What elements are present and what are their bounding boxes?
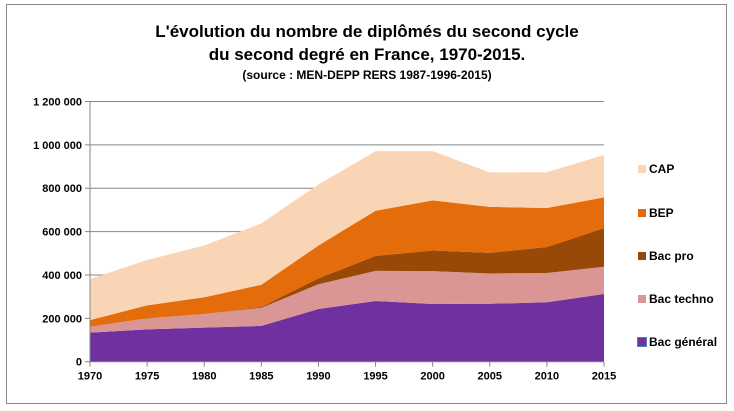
x-tick-label: 1975 [135, 371, 159, 383]
y-tick-label: 1 000 000 [33, 140, 82, 152]
chart-title-line2: du second degré en France, 1970-2015. [208, 45, 526, 64]
legend-label: CAP [649, 162, 675, 176]
legend-label: BEP [649, 206, 674, 220]
x-tick-label: 1990 [306, 371, 330, 383]
x-tick-label: 2000 [420, 371, 444, 383]
x-tick-label: 2010 [535, 371, 559, 383]
area-bac-g-n-ral [90, 294, 604, 362]
y-tick-label: 400 000 [42, 270, 82, 282]
x-tick-label: 2015 [592, 371, 616, 383]
legend-item: BEP [638, 206, 674, 220]
y-tick-label: 600 000 [42, 227, 82, 239]
area-cap [90, 151, 604, 321]
area-bac-techno [90, 266, 604, 333]
area-bac-pro [90, 228, 604, 327]
chart-title: L'évolution du nombre de diplômés du sec… [155, 22, 579, 41]
x-tick-label: 1985 [249, 371, 273, 383]
legend-item: Bac pro [638, 249, 694, 263]
x-tick-label: 1980 [192, 371, 216, 383]
legend-label: Bac techno [649, 292, 714, 306]
legend-item: Bac techno [638, 292, 714, 306]
chart-frame [6, 4, 727, 404]
x-tick-label: 1970 [78, 371, 102, 383]
legend-item: CAP [638, 162, 674, 176]
y-tick-label: 1 200 000 [33, 97, 82, 109]
y-tick-label: 200 000 [42, 313, 82, 325]
y-tick-label: 800 000 [42, 183, 82, 195]
chart-subtitle: (source : MEN-DEPP RERS 1987-1996-2015) [242, 68, 492, 82]
y-tick-label: 0 [76, 357, 82, 369]
x-tick-label: 2005 [478, 371, 502, 383]
legend-item: Bac général [637, 335, 718, 349]
legend-swatch [638, 165, 646, 173]
legend-swatch [638, 295, 646, 303]
area-bep [90, 197, 604, 327]
legend-swatch [637, 337, 647, 347]
legend-swatch [638, 209, 646, 217]
legend-swatch [638, 252, 646, 260]
x-tick-label: 1995 [363, 371, 387, 383]
legend-label: Bac général [649, 335, 718, 349]
legend-label: Bac pro [649, 249, 694, 263]
